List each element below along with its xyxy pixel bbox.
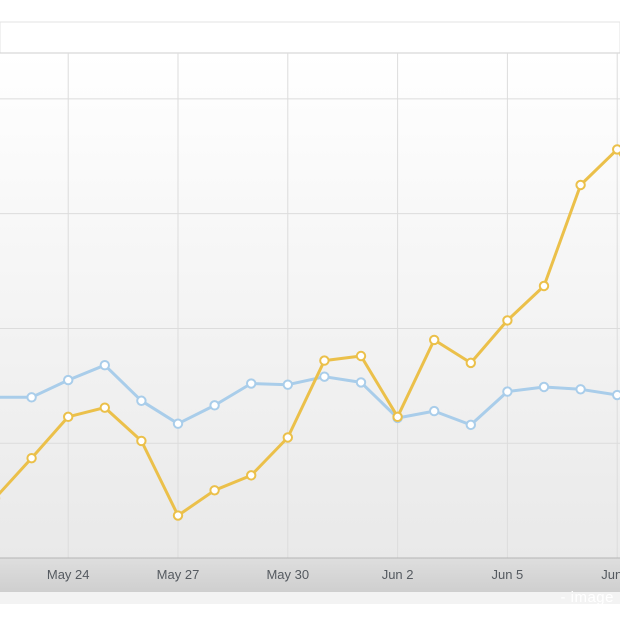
series-group: [0, 144, 620, 521]
data-point[interactable]: [172, 510, 184, 521]
x-tick-label: May 30: [266, 567, 309, 582]
data-point[interactable]: [209, 400, 220, 411]
x-tick-label: Jun 5: [491, 567, 523, 582]
x-tick-label: May 27: [157, 567, 200, 582]
data-point[interactable]: [99, 359, 111, 371]
data-point[interactable]: [172, 418, 184, 429]
data-point[interactable]: [246, 470, 257, 481]
data-point[interactable]: [99, 402, 111, 413]
data-point[interactable]: [465, 357, 476, 369]
data-point[interactable]: [392, 411, 403, 423]
x-tick-label: Jun 2: [382, 567, 414, 582]
data-point[interactable]: [355, 350, 367, 362]
image-caption: - image: [560, 589, 614, 606]
data-point[interactable]: [26, 392, 37, 403]
x-axis-band: [0, 558, 620, 592]
data-point[interactable]: [612, 144, 620, 155]
x-tick-label: May 24: [47, 567, 90, 582]
data-point[interactable]: [465, 419, 476, 431]
data-point[interactable]: [575, 384, 586, 395]
data-point[interactable]: [502, 386, 513, 397]
data-point[interactable]: [319, 371, 330, 382]
data-point[interactable]: [575, 179, 586, 191]
plot-background: [0, 53, 620, 558]
data-point[interactable]: [319, 355, 330, 366]
series-1: [0, 359, 620, 431]
data-point[interactable]: [282, 379, 293, 390]
data-point[interactable]: [26, 452, 37, 464]
grid: [0, 53, 620, 558]
data-point[interactable]: [62, 374, 74, 386]
data-point[interactable]: [355, 377, 367, 388]
data-point[interactable]: [502, 315, 513, 326]
data-point[interactable]: [246, 378, 257, 389]
data-point[interactable]: [136, 395, 147, 406]
data-point[interactable]: [429, 405, 440, 417]
data-point[interactable]: [282, 432, 293, 443]
chart-header-bar: [0, 21, 620, 54]
data-point[interactable]: [538, 280, 550, 292]
data-point[interactable]: [209, 485, 220, 496]
data-point[interactable]: [62, 411, 74, 423]
data-point[interactable]: [136, 435, 147, 447]
x-axis-ticks: May 24 May 27 May 30 Jun 2 Jun 5 Jun 8: [47, 567, 620, 582]
x-tick-label: Jun 8: [601, 567, 620, 582]
chart-footer-strip: [0, 592, 620, 604]
data-point[interactable]: [538, 381, 550, 393]
series-2: [0, 144, 620, 521]
data-point[interactable]: [612, 389, 620, 401]
data-point[interactable]: [429, 334, 440, 346]
